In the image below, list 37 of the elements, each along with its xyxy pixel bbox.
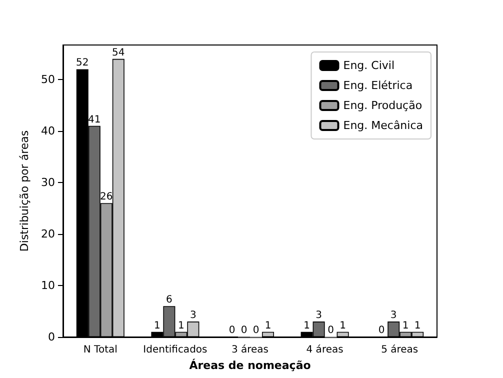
x-tick-label: 5 áreas [381, 344, 418, 356]
data-label: 52 [76, 58, 89, 69]
y-tick-label: 50 [41, 73, 55, 86]
data-label: 3 [190, 310, 196, 322]
x-tick-label: 3 áreas [231, 344, 269, 356]
data-label: 0 [252, 325, 260, 336]
x-tick-label: Identificados [143, 344, 208, 356]
data-label: 1 [264, 320, 272, 332]
y-tick-label: 40 [41, 124, 55, 138]
x-tick-label: N Total [83, 344, 118, 356]
data-label: 54 [112, 47, 125, 58]
data-label: 0 [240, 325, 248, 336]
legend-label: Eng. Mecânica [343, 119, 424, 132]
data-label: 26 [100, 192, 113, 203]
data-label: 0 [228, 325, 236, 336]
data-label: 41 [88, 114, 101, 126]
data-label: 3 [316, 310, 322, 322]
legend-label: Eng. Elétrica [343, 79, 413, 92]
data-label: 1 [178, 320, 184, 332]
y-axis-title: Distribuição por áreas [18, 130, 32, 252]
data-label: 1 [340, 320, 346, 332]
data-label: 1 [304, 320, 310, 332]
y-tick-label: 0 [48, 330, 55, 344]
data-label: 3 [390, 310, 397, 322]
data-label: 6 [166, 294, 172, 306]
legend-label: Eng. Produção [343, 99, 422, 112]
data-label: 1 [154, 320, 160, 332]
legend-label: Eng. Civil [343, 59, 395, 72]
y-tick-label: 20 [41, 228, 55, 240]
data-label: 0 [328, 325, 334, 336]
x-tick-label: 4 áreas [306, 344, 344, 356]
data-label: 1 [414, 320, 421, 332]
y-tick-label: 10 [41, 279, 55, 292]
data-label: 1 [402, 320, 409, 332]
data-label: 0 [378, 325, 385, 336]
y-tick-label: 30 [41, 176, 55, 190]
x-axis-title: Áreas de nomeação [189, 358, 312, 372]
